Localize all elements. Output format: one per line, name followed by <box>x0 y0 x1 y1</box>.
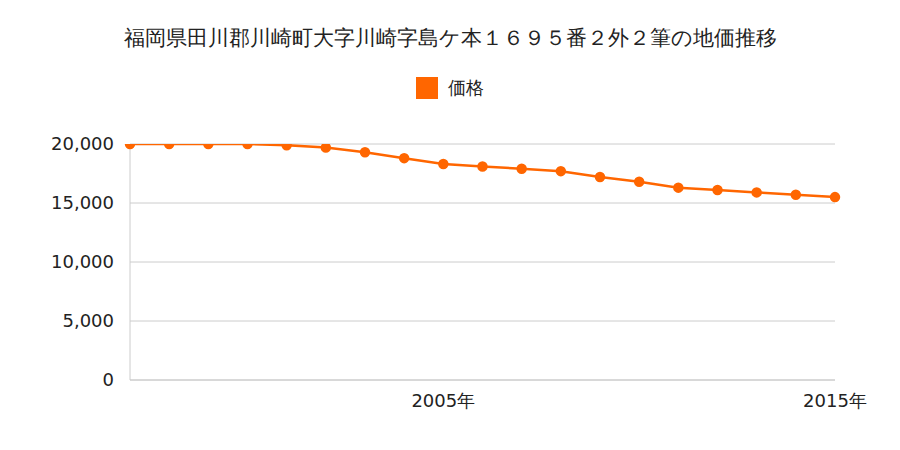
html-text:福岡県田川郡川崎町大字川崎字島ケ本１６９５番２外２筆の地価推: 福岡県田川郡川崎町大字川崎字島ケ本１６９５番２外２筆の地価推移 <box>123 26 777 50</box>
svg-text:0: 0 <box>103 369 114 390</box>
svg-text:2005年: 2005年 <box>411 390 475 411</box>
html-text:価格: 価格 <box>448 77 484 98</box>
svg-text:15,000: 15,000 <box>51 192 114 213</box>
svg-text:2015年: 2015年 <box>803 390 867 411</box>
svg-text:20,000: 20,000 <box>51 133 114 154</box>
svg-text:5,000: 5,000 <box>62 310 114 331</box>
svg-text:10,000: 10,000 <box>51 251 114 272</box>
